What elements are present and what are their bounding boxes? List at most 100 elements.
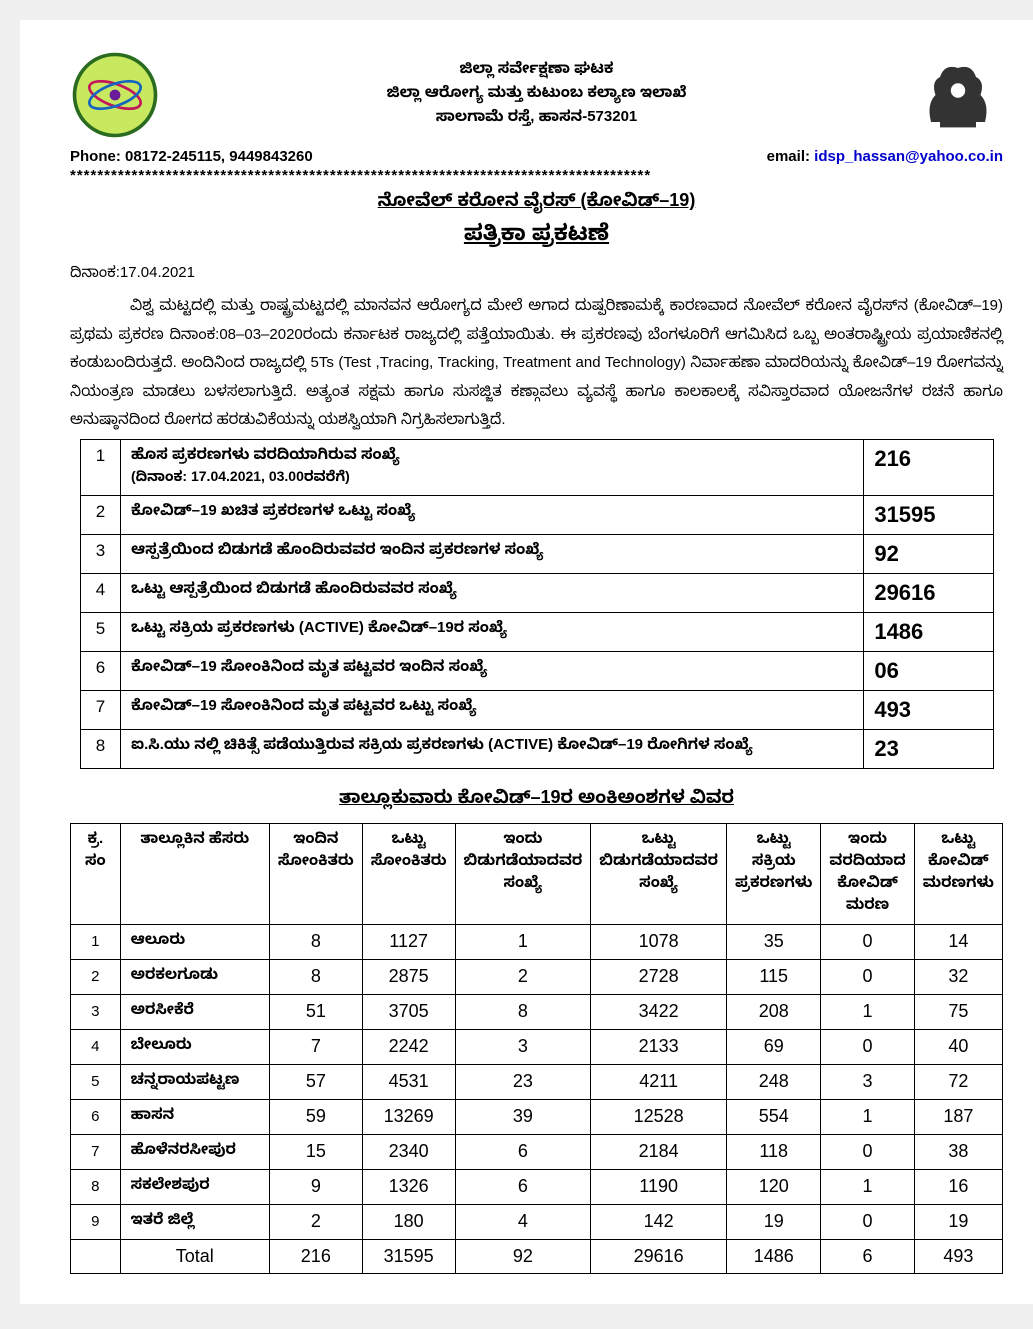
taluk-cell: 1078 <box>591 924 727 959</box>
taluk-name: ಹೊಳೆನರಸೀಪುರ <box>120 1134 269 1169</box>
taluk-table: ಕ್ರ. ಸಂ ತಾಲ್ಲೂಕಿನ ಹೆಸರು ಇಂದಿನ ಸೋಂಕಿತರು ಒ… <box>70 823 1003 1274</box>
taluk-cell: 12528 <box>591 1099 727 1134</box>
th-total-infected: ಒಟ್ಟು ಸೋಂಕಿತರು <box>362 823 455 924</box>
taluk-cell: 57 <box>269 1064 362 1099</box>
taluk-sn: 5 <box>71 1064 121 1099</box>
summary-label: ಹೊಸ ಪ್ರಕರಣಗಳು ವರದಿಯಾಗಿರುವ ಸಂಖ್ಯೆ(ದಿನಾಂಕ:… <box>121 439 864 495</box>
date-line: ದಿನಾಂಕ:17.04.2021 <box>70 264 1003 286</box>
taluk-cell: 8 <box>269 924 362 959</box>
taluk-cell: 118 <box>727 1134 821 1169</box>
summary-value: 216 <box>864 439 994 495</box>
taluk-cell: 19 <box>914 1204 1002 1239</box>
taluk-row: 3ಅರಸೀಕೆರೆ51370583422208175 <box>71 994 1003 1029</box>
taluk-cell: 59 <box>269 1099 362 1134</box>
taluk-cell: 51 <box>269 994 362 1029</box>
summary-row: 8ಐ.ಸಿ.ಯು ನಲ್ಲಿ ಚಿಕಿತ್ಸೆ ಪಡೆಯುತ್ತಿರುವ ಸಕ್… <box>81 729 994 768</box>
summary-row: 4ಒಟ್ಟು ಆಸ್ಪತ್ರೆಯಿಂದ ಬಿಡುಗಡೆ ಹೊಂದಿರುವವರ ಸ… <box>81 573 994 612</box>
karnataka-emblem <box>913 50 1003 140</box>
taluk-cell: 4211 <box>591 1064 727 1099</box>
taluk-cell: 4531 <box>362 1064 455 1099</box>
th-today-infected: ಇಂದಿನ ಸೋಂಕಿತರು <box>269 823 362 924</box>
taluk-cell: 1190 <box>591 1169 727 1204</box>
summary-sn: 5 <box>81 612 121 651</box>
total-cell: 6 <box>821 1239 914 1273</box>
taluk-cell: 115 <box>727 959 821 994</box>
email-link[interactable]: idsp_hassan@yahoo.co.in <box>814 148 1003 165</box>
taluk-cell: 0 <box>821 1204 914 1239</box>
taluk-cell: 0 <box>821 1134 914 1169</box>
taluk-cell: 208 <box>727 994 821 1029</box>
summary-value: 29616 <box>864 573 994 612</box>
taluk-sn: 7 <box>71 1134 121 1169</box>
summary-label: ಒಟ್ಟು ಆಸ್ಪತ್ರೆಯಿಂದ ಬಿಡುಗಡೆ ಹೊಂದಿರುವವರ ಸಂ… <box>121 573 864 612</box>
total-cell: 216 <box>269 1239 362 1273</box>
taluk-cell: 3422 <box>591 994 727 1029</box>
idsp-logo <box>70 50 160 140</box>
taluk-name: ಬೇಲೂರು <box>120 1029 269 1064</box>
taluk-cell: 1 <box>821 1099 914 1134</box>
contact-row: Phone: 08172-245115, 9449843260 email: i… <box>70 148 1003 165</box>
summary-label: ಒಟ್ಟು ಸಕ್ರಿಯ ಪ್ರಕರಣಗಳು (ACTIVE) ಕೋವಿಡ್–1… <box>121 612 864 651</box>
summary-sn: 8 <box>81 729 121 768</box>
summary-value: 31595 <box>864 495 994 534</box>
taluk-cell: 13269 <box>362 1099 455 1134</box>
summary-value: 493 <box>864 690 994 729</box>
taluk-sn: 6 <box>71 1099 121 1134</box>
phone-label: Phone: 08172-245115, 9449843260 <box>70 148 313 165</box>
taluk-row: 6ಹಾಸನ591326939125285541187 <box>71 1099 1003 1134</box>
summary-value: 06 <box>864 651 994 690</box>
summary-value: 1486 <box>864 612 994 651</box>
taluk-name: ಸಕಲೇಶಪುರ <box>120 1169 269 1204</box>
taluk-cell: 15 <box>269 1134 362 1169</box>
taluk-cell: 0 <box>821 959 914 994</box>
th-today-death: ಇಂದು ವರದಿಯಾದ ಕೋವಿಡ್ ಮರಣ <box>821 823 914 924</box>
th-total-discharged: ಒಟ್ಟು ಬಿಡುಗಡೆಯಾದವರ ಸಂಖ್ಯೆ <box>591 823 727 924</box>
summary-value: 92 <box>864 534 994 573</box>
taluk-cell: 0 <box>821 1029 914 1064</box>
taluk-row: 4ಬೇಲೂರು722423213369040 <box>71 1029 1003 1064</box>
summary-label: ಆಸ್ಪತ್ರೆಯಿಂದ ಬಿಡುಗಡೆ ಹೊಂದಿರುವವರ ಇಂದಿನ ಪ್… <box>121 534 864 573</box>
header-line-2: ಜಿಲ್ಲಾ ಆರೋಗ್ಯ ಮತ್ತು ಕುಟುಂಬ ಕಲ್ಯಾಣ ಇಲಾಖೆ <box>160 84 913 106</box>
th-today-discharged: ಇಂದು ಬಿಡುಗಡೆಯಾದವರ ಸಂಖ್ಯೆ <box>455 823 591 924</box>
taluk-cell: 142 <box>591 1204 727 1239</box>
taluk-cell: 1 <box>821 1169 914 1204</box>
taluk-total-row: Total21631595922961614866493 <box>71 1239 1003 1273</box>
taluk-cell: 16 <box>914 1169 1002 1204</box>
header-line-3: ಸಾಲಗಾಮೆ ರಸ್ತೆ, ಹಾಸನ-573201 <box>160 108 913 130</box>
taluk-cell: 32 <box>914 959 1002 994</box>
taluk-cell: 0 <box>821 924 914 959</box>
taluk-cell: 9 <box>269 1169 362 1204</box>
taluk-sn: 8 <box>71 1169 121 1204</box>
summary-row: 3ಆಸ್ಪತ್ರೆಯಿಂದ ಬಿಡುಗಡೆ ಹೊಂದಿರುವವರ ಇಂದಿನ ಪ… <box>81 534 994 573</box>
taluk-cell: 554 <box>727 1099 821 1134</box>
taluk-row: 5ಚನ್ನರಾಯಪಟ್ಟಣ574531234211248372 <box>71 1064 1003 1099</box>
taluk-name: ಅರಕಲಗೂಡು <box>120 959 269 994</box>
taluk-cell: 39 <box>455 1099 591 1134</box>
total-cell: 29616 <box>591 1239 727 1273</box>
taluk-cell: 3 <box>821 1064 914 1099</box>
taluk-name: ಆಲೂರು <box>120 924 269 959</box>
taluk-cell: 248 <box>727 1064 821 1099</box>
taluk-cell: 2 <box>455 959 591 994</box>
taluk-name: ಅರಸೀಕೆರೆ <box>120 994 269 1029</box>
total-label: Total <box>120 1239 269 1273</box>
taluk-cell: 2242 <box>362 1029 455 1064</box>
taluk-sn: 3 <box>71 994 121 1029</box>
email-prefix: email: <box>767 148 815 165</box>
taluk-cell: 3 <box>455 1029 591 1064</box>
summary-label: ಕೋವಿಡ್–19 ಖಚಿತ ಪ್ರಕರಣಗಳ ಒಟ್ಟು ಸಂಖ್ಯೆ <box>121 495 864 534</box>
taluk-cell: 2875 <box>362 959 455 994</box>
taluk-cell: 2184 <box>591 1134 727 1169</box>
email-block: email: idsp_hassan@yahoo.co.in <box>767 148 1003 165</box>
taluk-cell: 2728 <box>591 959 727 994</box>
doc-title-1: ನೋವೆಲ್ ಕರೋನ ವೈರಸ್ (ಕೋವಿಡ್–19) <box>70 190 1003 216</box>
taluk-cell: 2133 <box>591 1029 727 1064</box>
taluk-cell: 120 <box>727 1169 821 1204</box>
summary-sn: 7 <box>81 690 121 729</box>
summary-label: ಕೋವಿಡ್–19 ಸೋಂಕಿನಿಂದ ಮೃತ ಪಟ್ಟವರ ಒಟ್ಟು ಸಂಖ… <box>121 690 864 729</box>
taluk-cell: 6 <box>455 1134 591 1169</box>
taluk-row: 7ಹೊಳೆನರಸೀಪುರ15234062184118038 <box>71 1134 1003 1169</box>
taluk-cell: 6 <box>455 1169 591 1204</box>
header-row: ಜಿಲ್ಲಾ ಸರ್ವೇಕ್ಷಣಾ ಘಟಕ ಜಿಲ್ಲಾ ಆರೋಗ್ಯ ಮತ್ತ… <box>70 50 1003 140</box>
body-paragraph: ವಿಶ್ವ ಮಟ್ಟದಲ್ಲಿ ಮತ್ತು ರಾಷ್ಟ್ರಮಟ್ಟದಲ್ಲಿ ಮ… <box>70 292 1003 435</box>
